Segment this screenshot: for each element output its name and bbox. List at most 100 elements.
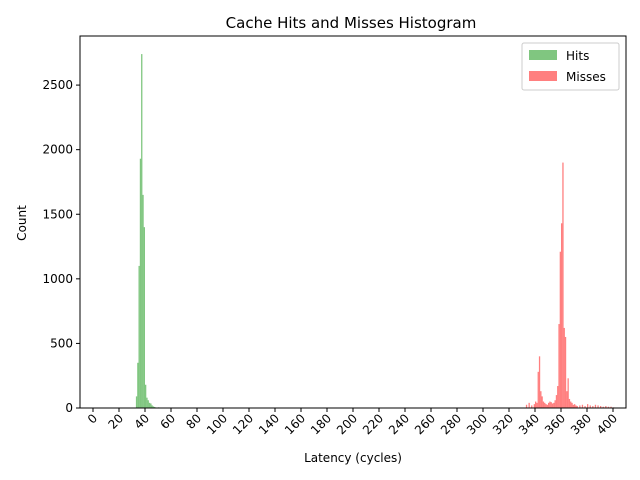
- y-tick-label: 1000: [42, 272, 73, 286]
- misses-bar: [554, 400, 556, 408]
- x-tick-label: 160: [282, 411, 308, 437]
- misses-bar: [602, 406, 604, 408]
- x-tick-label: 300: [464, 411, 490, 437]
- hits-bar: [142, 194, 144, 409]
- hits-bar: [138, 265, 140, 408]
- misses-bar: [589, 405, 591, 408]
- misses-bar: [531, 405, 533, 408]
- y-tick-label: 2000: [42, 143, 73, 157]
- hits-bar: [143, 227, 145, 408]
- misses-bar: [528, 402, 530, 408]
- misses-bar: [540, 391, 542, 408]
- x-tick-label: 40: [131, 411, 152, 432]
- x-tick-label: 80: [183, 411, 204, 432]
- hits-bar: [151, 405, 153, 408]
- misses-bar: [605, 406, 607, 408]
- misses-bar: [548, 402, 550, 408]
- y-tick-label: 0: [65, 401, 73, 415]
- misses-bar: [538, 356, 541, 408]
- x-tick-label: 320: [490, 411, 516, 437]
- misses-bar: [559, 251, 561, 408]
- misses-bar: [572, 404, 574, 408]
- plot-frame: [79, 35, 627, 409]
- misses-bar: [581, 404, 584, 408]
- x-tick-label: 380: [568, 411, 594, 437]
- x-tick-label: 360: [542, 411, 568, 437]
- misses-bar: [525, 404, 528, 408]
- misses-bar: [584, 406, 586, 408]
- misses-bar: [592, 406, 594, 408]
- legend-label-misses: Misses: [566, 70, 606, 84]
- x-tick-label: 280: [438, 411, 464, 437]
- misses-bar: [537, 371, 539, 408]
- misses-bar: [567, 378, 569, 408]
- misses-bar: [545, 404, 547, 409]
- y-axis: 0 500 1000 1500 2000 2500: [42, 78, 80, 415]
- misses-bar: [574, 404, 576, 409]
- misses-bar: [571, 402, 573, 408]
- x-tick-label: 260: [412, 411, 438, 437]
- legend-swatch-hits: [529, 50, 557, 60]
- hits-bar: [146, 397, 148, 408]
- misses-bar: [597, 405, 599, 408]
- legend-label-hits: Hits: [566, 49, 589, 63]
- chart-title: Cache Hits and Misses Histogram: [226, 14, 477, 32]
- hits-bar: [145, 384, 147, 408]
- misses-bar: [568, 398, 571, 408]
- misses-bar: [594, 404, 597, 408]
- x-tick-label: 340: [516, 411, 542, 437]
- misses-bar: [536, 402, 538, 408]
- misses-bar: [564, 336, 567, 408]
- misses-bar: [575, 405, 577, 408]
- x-tick-label: 400: [594, 411, 620, 437]
- misses-bar: [542, 401, 545, 408]
- y-tick-label: 2500: [42, 78, 73, 92]
- hits-bar: [137, 362, 139, 408]
- misses-bar: [576, 406, 578, 408]
- x-tick-label: 20: [105, 411, 126, 432]
- x-axis-title: Latency (cycles): [304, 451, 402, 465]
- misses-bar: [566, 391, 568, 408]
- misses-bar: [533, 404, 535, 409]
- legend-swatch-misses: [529, 71, 557, 81]
- misses-bar: [607, 406, 610, 408]
- hits-bar: [147, 400, 149, 408]
- hits-bars: [135, 54, 173, 409]
- hits-bar: [139, 158, 142, 408]
- misses-bar: [550, 402, 552, 408]
- misses-bar: [551, 403, 554, 408]
- y-axis-title: Count: [15, 205, 29, 241]
- misses-bar: [555, 395, 558, 408]
- x-tick-label: 60: [157, 411, 178, 432]
- hits-bar: [154, 406, 156, 408]
- y-tick-label: 500: [50, 336, 73, 350]
- misses-bar: [535, 401, 537, 408]
- x-tick-label: 140: [256, 411, 282, 437]
- hits-bar: [141, 54, 143, 408]
- misses-bar: [541, 396, 543, 409]
- hits-bar: [135, 396, 138, 409]
- hits-bar: [150, 403, 152, 408]
- misses-bar: [549, 401, 551, 408]
- misses-bar: [557, 386, 559, 408]
- x-tick-label: 220: [360, 411, 386, 437]
- x-tick-label: 240: [386, 411, 412, 437]
- misses-bars: [525, 162, 615, 409]
- x-tick-label: 200: [334, 411, 360, 437]
- misses-bar: [553, 402, 555, 408]
- misses-bar: [579, 405, 581, 408]
- misses-bar: [558, 324, 560, 408]
- x-axis: 0 20 40 60 80 100 120 140 160 180 200 220 240 260 280 3…: [85, 408, 620, 437]
- misses-bar: [563, 327, 565, 408]
- misses-bar: [544, 402, 546, 408]
- misses-bar: [587, 404, 589, 409]
- x-tick-label: 100: [204, 411, 230, 437]
- x-tick-label: 180: [308, 411, 334, 437]
- hits-bar: [152, 406, 155, 408]
- y-tick-label: 1500: [42, 207, 73, 221]
- misses-bar: [570, 401, 572, 408]
- x-tick-label: 0: [85, 411, 100, 426]
- misses-bar: [600, 406, 602, 408]
- misses-bar: [610, 406, 612, 408]
